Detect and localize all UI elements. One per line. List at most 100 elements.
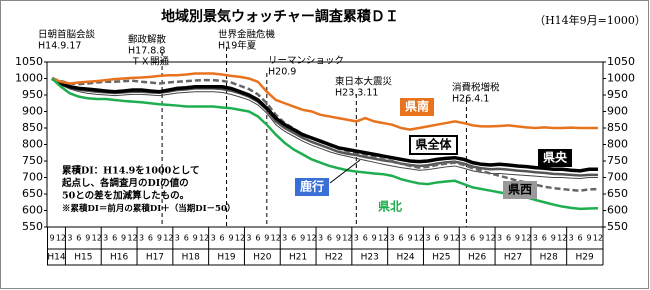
x-tick-label: 6 xyxy=(112,234,117,243)
y2-tick-label: 950 xyxy=(607,88,628,101)
x-tick-label: 12 xyxy=(199,234,209,243)
x-tick-label: 3 xyxy=(282,234,287,243)
x-tick-label: 9 xyxy=(372,234,377,243)
legend-box xyxy=(400,98,434,116)
x-tick-label: 12 xyxy=(557,234,567,243)
event-label: リーマンショック xyxy=(268,56,344,67)
x-tick-label: 6 xyxy=(542,234,547,243)
y-tick-label: 850 xyxy=(22,121,43,134)
note-text: 累積DI：H14.9を1000として xyxy=(62,165,199,177)
x-tick-label: 3 xyxy=(461,234,466,243)
y-tick-label: 750 xyxy=(22,154,43,167)
event-label: 消費税増税 xyxy=(452,82,500,94)
x-tick-label: 6 xyxy=(363,234,368,243)
y2-tick-label: 600 xyxy=(607,204,628,217)
event-date: H14.9.17 xyxy=(38,41,81,52)
x-tick-label: 9 xyxy=(121,234,126,243)
x-tick-label: 12 xyxy=(342,234,352,243)
x-tick-label: 12 xyxy=(92,234,102,243)
y-tick-label: 900 xyxy=(22,105,43,118)
x-tick-label: 3 xyxy=(67,234,72,243)
y2-tick-label: 900 xyxy=(607,105,628,118)
x-tick-label: 3 xyxy=(103,234,108,243)
x-group-label: H27 xyxy=(504,253,522,263)
x-tick-label: 12 xyxy=(163,234,173,243)
legend-box xyxy=(295,178,329,196)
x-tick-label: 9 xyxy=(49,234,54,243)
y-tick-label: 600 xyxy=(22,204,43,217)
x-group-label: H26 xyxy=(468,253,486,263)
x-tick-label: 3 xyxy=(139,234,144,243)
series-line xyxy=(51,72,598,131)
event-label: 郵政解散 xyxy=(128,34,167,46)
chart-subtitle: （H14年9月=1000） xyxy=(534,13,646,27)
x-tick-label: 12 xyxy=(56,234,66,243)
leader-line xyxy=(329,159,361,184)
x-tick-label: 12 xyxy=(593,234,603,243)
event-label: 世界金融危機 xyxy=(218,29,276,41)
x-tick-label: 6 xyxy=(506,234,511,243)
event-date: H20.9 xyxy=(268,67,296,78)
legend-label: 県全体 xyxy=(415,137,452,152)
x-tick-label: 9 xyxy=(300,234,305,243)
event-label: 日朝首脳会談 xyxy=(38,29,96,41)
series-line xyxy=(51,76,598,173)
event-label: 東日本大震災 xyxy=(335,76,393,88)
x-tick-label: 3 xyxy=(175,234,180,243)
x-tick-label: 9 xyxy=(551,234,556,243)
y2-tick-label: 1050 xyxy=(607,55,635,68)
x-tick-label: 6 xyxy=(327,234,332,243)
series-line xyxy=(51,78,598,179)
x-tick-label: 9 xyxy=(443,234,448,243)
x-tick-label: 9 xyxy=(85,234,90,243)
chart-title: 地域別景気ウォッチャー調査累積ＤＩ xyxy=(161,8,399,25)
y2-tick-label: 800 xyxy=(607,138,628,151)
y-tick-label: 700 xyxy=(22,171,43,184)
x-tick-label: 6 xyxy=(434,234,439,243)
x-tick-label: 6 xyxy=(184,234,189,243)
x-group-label: H20 xyxy=(253,253,271,263)
note-text: 起点し、各調査月のDIの値の xyxy=(61,177,189,189)
legend-box xyxy=(409,135,458,155)
note-text: 50との差を加減算したもの。 xyxy=(62,190,189,202)
x-tick-label: 9 xyxy=(336,234,341,243)
x-tick-label: 12 xyxy=(378,234,388,243)
x-tick-label: 6 xyxy=(470,234,475,243)
legend-box xyxy=(538,149,572,167)
y2-tick-label: 750 xyxy=(607,154,628,167)
x-group-label: H14 xyxy=(47,253,65,263)
event-date: H23.3.11 xyxy=(335,88,378,99)
event-date: H26.4.1 xyxy=(452,94,489,105)
y2-tick-label: 1000 xyxy=(607,72,635,85)
x-tick-label: 3 xyxy=(318,234,323,243)
y-tick-label: 950 xyxy=(22,88,43,101)
event-date: H17.8.8 xyxy=(128,46,165,57)
y2-tick-label: 650 xyxy=(607,187,628,200)
y2-tick-label: 700 xyxy=(607,171,628,184)
legend-box xyxy=(503,181,537,199)
x-tick-label: 3 xyxy=(533,234,538,243)
x-group-label: H21 xyxy=(289,253,307,263)
event-date: H19年夏 xyxy=(218,40,257,52)
y-tick-label: 800 xyxy=(22,138,43,151)
x-tick-label: 12 xyxy=(450,234,460,243)
x-tick-label: 6 xyxy=(220,234,225,243)
x-tick-label: 6 xyxy=(578,234,583,243)
y2-tick-label: 550 xyxy=(607,220,628,233)
x-tick-label: 12 xyxy=(414,234,424,243)
x-group-label: H25 xyxy=(432,253,450,263)
x-tick-label: 12 xyxy=(485,234,495,243)
x-tick-label: 3 xyxy=(354,234,359,243)
x-tick-label: 3 xyxy=(497,234,502,243)
y-tick-label: 1050 xyxy=(15,55,43,68)
y-tick-label: 1000 xyxy=(15,72,43,85)
x-group-label: H15 xyxy=(74,253,92,263)
x-group-label: H18 xyxy=(182,253,200,263)
x-group-label: H22 xyxy=(325,253,343,263)
legend-label: 県西 xyxy=(508,183,532,197)
x-tick-label: 3 xyxy=(211,234,216,243)
x-tick-label: 9 xyxy=(157,234,162,243)
y2-tick-label: 850 xyxy=(607,121,628,134)
legend-label: 県央 xyxy=(543,150,568,165)
